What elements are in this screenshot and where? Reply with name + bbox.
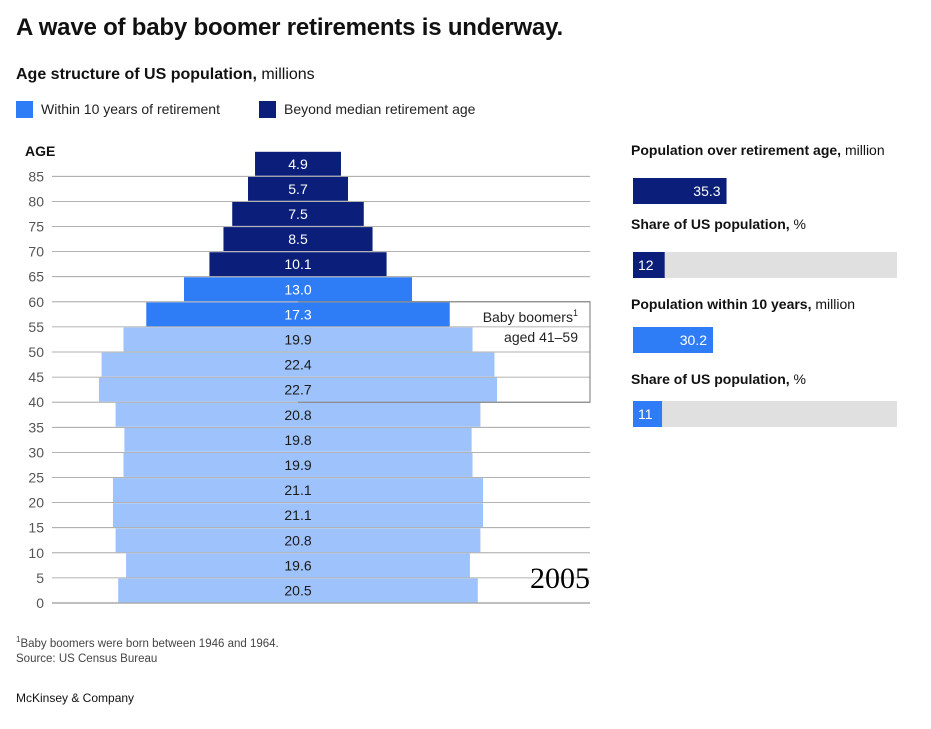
- bar-value-label: 20.8: [284, 407, 311, 423]
- bar-value-label: 21.1: [284, 507, 311, 523]
- bar-value-label: 13.0: [284, 281, 311, 297]
- y-tick-label: 55: [28, 319, 44, 335]
- panel-title-unit: million: [841, 142, 885, 158]
- bar-value-label: 17.3: [284, 306, 311, 322]
- y-tick-label: 20: [28, 495, 44, 511]
- footnote-marker: 1: [16, 635, 21, 644]
- bar-value-label: 8.5: [288, 231, 308, 247]
- panel-bar-label: 30.2: [680, 332, 707, 348]
- y-axis-title: AGE: [25, 143, 55, 159]
- bar-value-label: 19.6: [284, 557, 311, 573]
- panel-bar-2: [633, 252, 665, 278]
- y-tick-label: 25: [28, 470, 44, 486]
- subtitle-unit: millions: [256, 66, 315, 83]
- y-tick-label: 85: [28, 168, 44, 184]
- brand-logo-text: McKinsey & Company: [16, 691, 135, 705]
- bar-age-10: [115, 528, 481, 553]
- panel-bar-label: 11: [638, 406, 653, 422]
- bar-age-70: [223, 227, 373, 251]
- bar-age-45: [101, 352, 495, 377]
- bar-age-85: [255, 151, 341, 176]
- bar-age-0: [118, 578, 478, 603]
- y-tick-label: 15: [28, 520, 44, 536]
- bar-age-25: [123, 453, 473, 477]
- legend-label-within: Within 10 years of retirement: [41, 101, 220, 117]
- bar-value-label: 10.1: [284, 256, 311, 272]
- footnote-text: Baby boomers were born between 1946 and …: [20, 637, 279, 650]
- bar-age-15: [112, 503, 484, 528]
- panel-bar-track: [633, 252, 897, 278]
- legend-label-beyond: Beyond median retirement age: [284, 101, 476, 117]
- annotation-superscript: 1: [573, 308, 578, 318]
- panel-title-bold: Population within 10 years,: [631, 296, 812, 312]
- y-tick-label: 0: [36, 595, 44, 611]
- panel-title-bold: Share of US population,: [631, 371, 790, 387]
- panel-title-unit: million: [811, 296, 856, 312]
- subtitle-bold: Age structure of US population,: [16, 66, 257, 83]
- bar-age-35: [115, 402, 481, 427]
- panel-title-unit: %: [789, 216, 807, 232]
- bar-value-label: 7.5: [288, 206, 308, 222]
- y-tick-label: 80: [28, 193, 44, 209]
- y-tick-label: 75: [28, 219, 44, 235]
- footnote-source: Source: US Census Bureau: [16, 652, 158, 665]
- bar-value-label: 19.8: [284, 432, 311, 448]
- bar-value-label: 19.9: [284, 331, 311, 347]
- bar-value-label: 21.1: [284, 482, 311, 498]
- y-tick-label: 40: [28, 394, 44, 410]
- annotation-line-1: Baby boomers1: [483, 308, 578, 325]
- panel-bar-1: [633, 178, 727, 204]
- y-tick-label: 70: [28, 244, 44, 260]
- panel-bar-4: [633, 401, 663, 427]
- bar-value-label: 20.5: [284, 582, 311, 598]
- chart-subtitle: Age structure of US population, millions: [16, 66, 315, 84]
- bar-value-label: 22.7: [284, 382, 311, 398]
- bar-value-label: 5.7: [288, 181, 308, 197]
- footnote-note: 1Baby boomers were born between 1946 and…: [16, 632, 279, 652]
- y-tick-label: 35: [28, 419, 44, 435]
- bar-value-label: 22.4: [284, 357, 311, 373]
- legend-swatch-beyond: [259, 101, 276, 118]
- legend-swatch-within: [16, 101, 33, 118]
- panel-title-share-over: Share of US population, %: [631, 216, 806, 232]
- panel-bar-3: [633, 327, 714, 353]
- year-label: 2005: [530, 562, 590, 595]
- bar-age-5: [126, 553, 470, 578]
- bar-age-40: [98, 377, 498, 402]
- y-tick-label: 50: [28, 344, 44, 360]
- y-tick-label: 60: [28, 294, 44, 310]
- panel-title-over-retirement: Population over retirement age, million: [631, 142, 885, 158]
- panel-title-unit: %: [789, 371, 807, 387]
- panel-bar-label: 12: [638, 257, 654, 273]
- panel-title-bold: Population over retirement age,: [631, 142, 842, 158]
- bar-value-label: 19.9: [284, 457, 311, 473]
- bar-value-label: 20.8: [284, 532, 311, 548]
- panel-bar-label: 35.3: [693, 183, 720, 199]
- y-tick-label: 65: [28, 269, 44, 285]
- y-tick-label: 45: [28, 369, 44, 385]
- bar-age-50: [123, 327, 473, 352]
- y-tick-label: 5: [36, 570, 44, 586]
- bar-age-80: [248, 176, 348, 201]
- chart-title: A wave of baby boomer retirements is und…: [16, 14, 563, 41]
- panel-title-within-10: Population within 10 years, million: [631, 296, 855, 312]
- y-tick-label: 30: [28, 444, 44, 460]
- bar-age-30: [124, 427, 472, 452]
- baby-boomer-bracket: [298, 301, 591, 403]
- bar-age-20: [112, 478, 484, 502]
- annotation-line-2: aged 41–59: [504, 329, 578, 345]
- panel-title-share-within: Share of US population, %: [631, 371, 806, 387]
- bar-age-60: [183, 277, 413, 302]
- footnote: 1Baby boomers were born between 1946 and…: [16, 632, 279, 667]
- bar-age-65: [209, 252, 387, 277]
- panel-bar-track: [633, 401, 897, 427]
- bar-age-55: [146, 302, 450, 327]
- bar-value-label: 4.9: [288, 156, 308, 172]
- panel-title-bold: Share of US population,: [631, 216, 790, 232]
- bar-age-75: [232, 202, 364, 226]
- y-tick-label: 10: [28, 545, 44, 561]
